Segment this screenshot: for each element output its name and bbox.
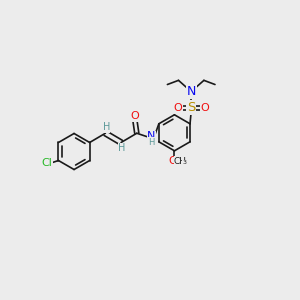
Text: CH: CH [174,157,187,166]
Text: H: H [118,143,126,154]
Text: N: N [187,85,196,98]
Text: H: H [103,122,110,132]
Text: N: N [147,131,155,142]
Text: O: O [200,103,209,112]
Text: S: S [187,101,195,114]
Text: O: O [168,156,177,166]
Text: Cl: Cl [41,158,52,168]
Text: O: O [173,103,182,112]
Text: 3: 3 [183,160,187,165]
Text: H: H [148,137,154,146]
Text: O: O [130,111,139,122]
